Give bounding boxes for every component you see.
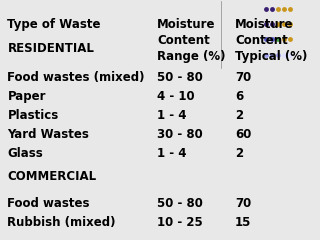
Text: Yard Wastes: Yard Wastes — [7, 128, 89, 141]
Text: Type of Waste: Type of Waste — [7, 18, 101, 31]
Text: Glass: Glass — [7, 147, 43, 160]
Text: 4 - 10: 4 - 10 — [157, 90, 195, 103]
Text: COMMERCIAL: COMMERCIAL — [7, 170, 97, 183]
Text: 50 - 80: 50 - 80 — [157, 71, 203, 84]
Text: 2: 2 — [235, 147, 243, 160]
Text: 1 - 4: 1 - 4 — [157, 109, 187, 122]
Text: Plastics: Plastics — [7, 109, 59, 122]
Text: 15: 15 — [235, 216, 251, 228]
Text: Food wastes: Food wastes — [7, 197, 90, 210]
Text: 70: 70 — [235, 197, 251, 210]
Text: 50 - 80: 50 - 80 — [157, 197, 203, 210]
Text: Moisture
Content
Typical (%): Moisture Content Typical (%) — [235, 18, 307, 63]
Text: 1 - 4: 1 - 4 — [157, 147, 187, 160]
Text: 60: 60 — [235, 128, 251, 141]
Text: RESIDENTIAL: RESIDENTIAL — [7, 42, 94, 55]
Text: Moisture
Content
Range (%): Moisture Content Range (%) — [157, 18, 226, 63]
Text: 2: 2 — [235, 109, 243, 122]
Text: 30 - 80: 30 - 80 — [157, 128, 203, 141]
Text: 70: 70 — [235, 71, 251, 84]
Text: Paper: Paper — [7, 90, 46, 103]
Text: Rubbish (mixed): Rubbish (mixed) — [7, 216, 116, 228]
Text: 6: 6 — [235, 90, 243, 103]
Text: Food wastes (mixed): Food wastes (mixed) — [7, 71, 145, 84]
Text: 10 - 25: 10 - 25 — [157, 216, 203, 228]
